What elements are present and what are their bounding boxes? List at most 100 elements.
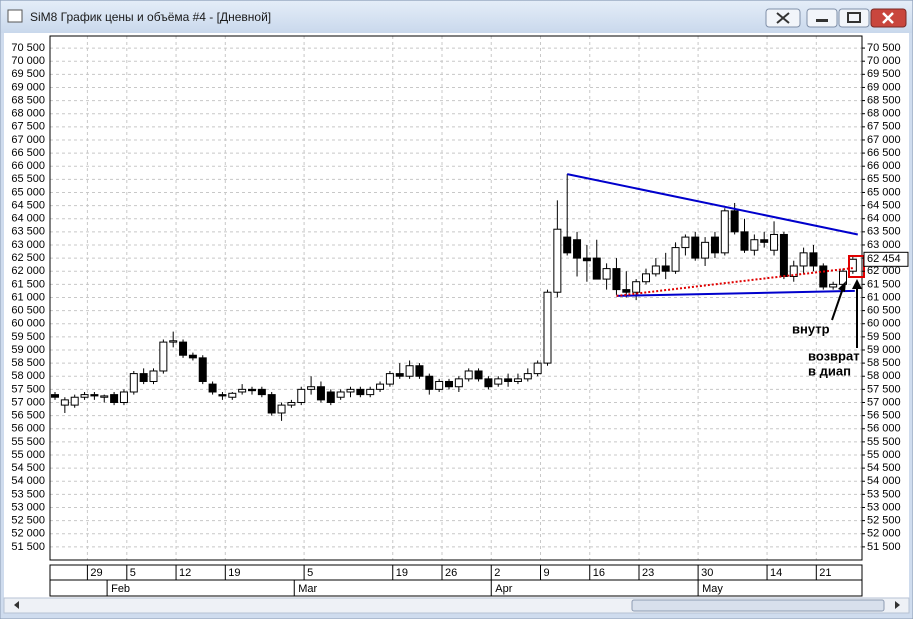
y-tick-label: 56 000 xyxy=(11,423,45,435)
y-tick-label: 67 500 xyxy=(11,121,45,133)
candle-body xyxy=(346,388,355,393)
y-tick-label: 66 500 xyxy=(11,147,45,159)
x-tick-label: 2 xyxy=(494,567,500,579)
month-label: Mar xyxy=(298,583,317,595)
scroll-thumb[interactable] xyxy=(631,599,885,612)
y-tick-label: 57 000 xyxy=(11,396,45,408)
candle-body xyxy=(445,380,453,388)
candle-body xyxy=(543,291,552,364)
candle-body xyxy=(70,396,79,406)
x-tick-label: 19 xyxy=(228,567,240,579)
x-tick-label: 16 xyxy=(593,567,605,579)
scroll-right[interactable] xyxy=(895,601,900,609)
candle-body xyxy=(110,394,119,403)
y-tick-label: 53 500 xyxy=(11,488,45,500)
y-tick-label-right: 58 500 xyxy=(867,357,901,369)
candle-body xyxy=(100,395,109,398)
y-tick-label: 57 500 xyxy=(11,383,45,395)
candle-body xyxy=(484,378,493,388)
candle-body xyxy=(681,236,690,249)
candle-body xyxy=(198,357,207,382)
candle-body xyxy=(701,241,710,259)
arrow xyxy=(831,287,844,321)
candle-body xyxy=(464,370,473,380)
y-tick-label-right: 52 000 xyxy=(867,528,901,540)
candle-body xyxy=(228,392,237,398)
y-tick-label: 70 500 xyxy=(11,42,45,54)
window-title: SiM8 График цены и объёма #4 - [Дневной] xyxy=(30,10,271,24)
y-tick-label-right: 68 500 xyxy=(867,94,901,106)
y-tick-label: 62 000 xyxy=(11,265,45,277)
candle-body xyxy=(740,231,749,251)
plot-frame xyxy=(49,35,863,561)
candle-body xyxy=(277,404,286,414)
y-tick-label-right: 56 000 xyxy=(867,423,901,435)
minimize-button[interactable] xyxy=(806,8,838,28)
y-tick-label: 52 500 xyxy=(11,515,45,527)
y-tick-label-right: 51 500 xyxy=(867,541,901,553)
candle-body xyxy=(179,341,188,356)
candle-body xyxy=(533,362,542,375)
y-tick-label: 61 000 xyxy=(11,291,45,303)
candle-body xyxy=(139,373,148,382)
candle-body xyxy=(789,265,798,277)
y-tick-label-right: 64 000 xyxy=(867,213,901,225)
candle-body xyxy=(60,399,69,406)
candle-body xyxy=(435,380,444,390)
candle-body xyxy=(405,365,414,377)
candle-body xyxy=(819,265,828,288)
y-tick-label: 69 000 xyxy=(11,81,45,93)
y-tick-label-right: 57 500 xyxy=(867,383,901,395)
y-tick-label: 58 500 xyxy=(11,357,45,369)
candle-body xyxy=(248,388,256,392)
y-tick-label-right: 60 500 xyxy=(867,305,901,317)
y-tick-label: 60 500 xyxy=(11,305,45,317)
y-tick-label: 55 500 xyxy=(11,436,45,448)
candle-body xyxy=(829,283,838,288)
y-tick-label-right: 55 500 xyxy=(867,436,901,448)
candle-body xyxy=(218,394,227,397)
maximize-button[interactable] xyxy=(838,8,870,28)
y-tick-label-right: 61 500 xyxy=(867,278,901,290)
candle-body xyxy=(474,370,483,380)
candle-body xyxy=(504,378,513,382)
candle-body xyxy=(592,257,601,280)
last-price-label: 62 454 xyxy=(867,253,901,265)
y-tick-label: 52 000 xyxy=(11,528,45,540)
candle-body xyxy=(356,388,365,396)
y-tick-label-right: 60 000 xyxy=(867,318,901,330)
candle-body xyxy=(366,388,375,396)
candle-body xyxy=(799,252,808,267)
x-tick-label: 23 xyxy=(642,567,654,579)
y-tick-label-right: 70 500 xyxy=(867,42,901,54)
candle-body xyxy=(316,386,325,401)
candle-body xyxy=(642,273,650,283)
candle-body xyxy=(326,391,335,403)
y-tick-label-right: 68 000 xyxy=(867,108,901,120)
candle-body xyxy=(307,386,316,390)
y-tick-label: 54 000 xyxy=(11,475,45,487)
candle-body xyxy=(612,268,621,291)
candle-body xyxy=(454,378,463,388)
y-tick-label-right: 52 500 xyxy=(867,515,901,527)
y-tick-label-right: 66 000 xyxy=(867,160,901,172)
y-tick-label: 58 000 xyxy=(11,370,45,382)
scroll-left[interactable] xyxy=(14,601,19,609)
candle-body xyxy=(661,265,670,272)
x-tick-label: 26 xyxy=(445,567,457,579)
candle-body xyxy=(779,233,788,277)
annotation: возврат xyxy=(808,348,860,363)
candle-body xyxy=(760,239,769,243)
y-tick-label: 63 500 xyxy=(11,226,45,238)
y-tick-label-right: 65 000 xyxy=(867,186,901,198)
y-tick-label-right: 66 500 xyxy=(867,147,901,159)
candle-body xyxy=(90,394,99,397)
x-tick-label: 14 xyxy=(770,567,782,579)
candle-body xyxy=(710,236,719,254)
candle-body xyxy=(297,388,306,403)
y-tick-label-right: 61 000 xyxy=(867,291,901,303)
y-tick-label-right: 69 000 xyxy=(867,81,901,93)
y-tick-label: 70 000 xyxy=(11,55,45,67)
y-tick-label-right: 63 500 xyxy=(867,226,901,238)
